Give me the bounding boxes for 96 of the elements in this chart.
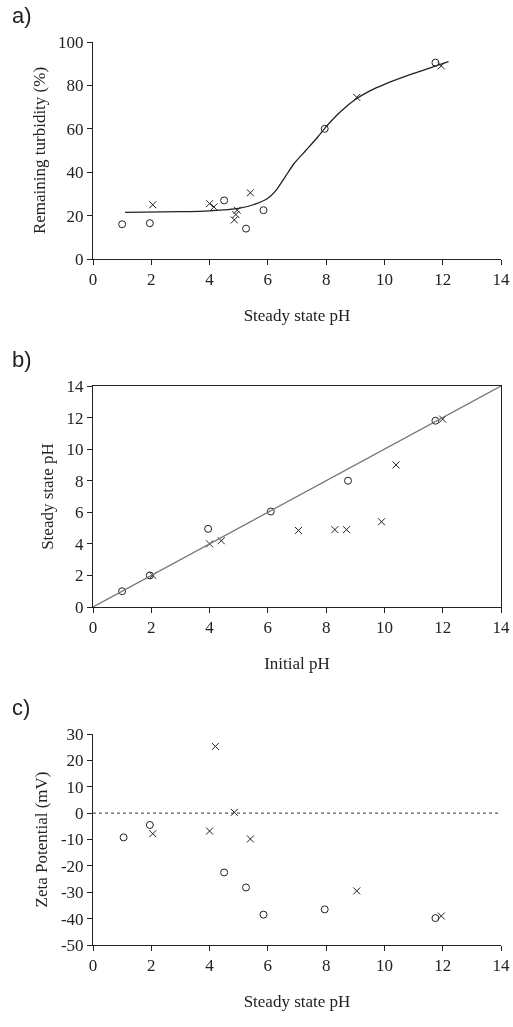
y-tick-label: 14 (66, 376, 85, 396)
point (344, 476, 352, 485)
point (231, 210, 240, 219)
y-tick-label: 6 (75, 503, 84, 523)
y-tick-label: 60 (66, 119, 84, 139)
point (145, 820, 154, 829)
point (217, 536, 226, 545)
x-axis-title: Initial pH (264, 653, 330, 673)
y-tick-label: -30 (60, 883, 84, 903)
y-tick-label: 8 (75, 471, 84, 491)
point (118, 220, 127, 229)
x-tick-label: 12 (434, 956, 452, 976)
x-tick-label: 12 (434, 270, 452, 290)
point (242, 224, 250, 233)
x-tick-label: 0 (88, 270, 98, 290)
y-tick-label: 0 (75, 249, 84, 269)
x-tick-label: 14 (492, 618, 510, 638)
x-tick-label: 4 (205, 270, 215, 290)
x-tick-label: 8 (321, 956, 331, 976)
point (119, 833, 128, 842)
point (342, 525, 351, 534)
x-tick-label: 10 (375, 270, 393, 290)
point (438, 415, 447, 424)
y-tick-label: 100 (58, 32, 84, 52)
point (209, 202, 218, 211)
point (205, 199, 214, 208)
y-tick-label: 40 (66, 163, 84, 183)
y-tick-label: 10 (66, 777, 84, 797)
x-tick-label: 10 (375, 956, 393, 976)
point (431, 416, 440, 425)
point (204, 524, 213, 533)
x-tick-label: 4 (205, 956, 215, 976)
x-tick-label: 14 (492, 956, 510, 976)
x-tick-label: 6 (263, 270, 273, 290)
point (220, 196, 229, 205)
point (233, 206, 242, 215)
y-tick-label: 10 (66, 440, 84, 460)
y-tick-label: -20 (60, 856, 84, 876)
x-tick-label: 0 (88, 956, 98, 976)
x-tick-label: 10 (375, 618, 393, 638)
y-tick-label: 30 (66, 724, 84, 744)
x-tick-label: 14 (492, 270, 510, 290)
y-tick-label: 0 (75, 804, 84, 824)
y-tick-label: -40 (60, 909, 84, 929)
point (377, 517, 386, 526)
point (352, 886, 361, 895)
y-axis-title: Steady state pH (38, 443, 58, 550)
point (246, 834, 255, 843)
y-tick-label: 20 (66, 206, 84, 226)
point (431, 58, 440, 67)
x-tick-label: 4 (205, 618, 215, 638)
y-tick-label: 2 (75, 566, 84, 586)
point (259, 910, 268, 919)
point (352, 93, 361, 102)
x-tick-label: 2 (147, 956, 156, 976)
point (246, 188, 255, 197)
point (220, 868, 229, 877)
x-axis-title: Steady state pH (243, 305, 351, 325)
point (118, 587, 127, 596)
x-tick-label: 6 (263, 956, 273, 976)
point (205, 539, 214, 548)
point (437, 911, 446, 920)
point (145, 219, 154, 228)
x-tick-label: 2 (147, 270, 156, 290)
y-tick-label: 0 (75, 597, 84, 617)
point (205, 827, 214, 836)
chart-title: c) (12, 695, 31, 720)
chart-title: a) (12, 3, 32, 28)
x-tick-label: 6 (263, 618, 273, 638)
point (330, 525, 339, 534)
y-axis-title: Remaining turbidity (%) (29, 66, 49, 235)
y-tick-label: 12 (66, 408, 84, 428)
y-tick-label: -50 (60, 935, 84, 955)
point (320, 124, 329, 133)
x-tick-label: 0 (88, 618, 98, 638)
x-tick-label: 8 (321, 618, 331, 638)
point (431, 914, 440, 923)
x-tick-label: 8 (321, 270, 331, 290)
point (148, 571, 157, 580)
x-tick-label: 12 (434, 618, 452, 638)
point (266, 507, 275, 516)
x-tick-label: 2 (147, 618, 156, 638)
point (320, 905, 329, 914)
point (242, 883, 250, 892)
point (259, 206, 268, 215)
y-tick-label: 80 (66, 76, 84, 96)
y-tick-label: -10 (60, 830, 84, 850)
y-axis-title: Zeta Potential (mV) (32, 771, 52, 908)
y-tick-label: 20 (66, 751, 84, 771)
point (145, 571, 154, 580)
chart-title: b) (12, 347, 32, 372)
y-tick-label: 4 (75, 534, 85, 554)
point (230, 215, 239, 224)
point (437, 61, 446, 70)
x-axis-title: Steady state pH (243, 991, 351, 1011)
point (148, 829, 157, 838)
